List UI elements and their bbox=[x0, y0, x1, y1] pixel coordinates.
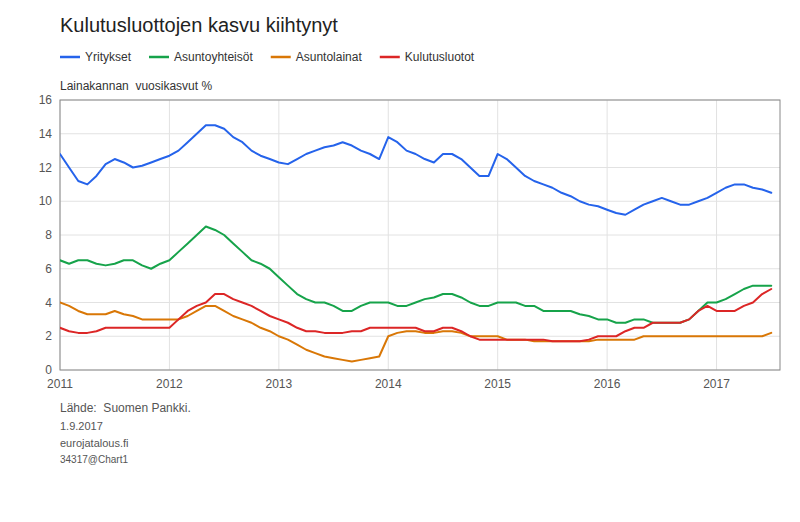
series-line bbox=[60, 289, 771, 341]
x-tick-label: 2015 bbox=[484, 377, 511, 391]
y-grid-line bbox=[60, 167, 780, 168]
legend: Yritykset Asuntoyhteisöt Asuntolainat Kulut… bbox=[60, 50, 475, 64]
legend-label: Kulutusluotot bbox=[405, 50, 475, 64]
series-line bbox=[60, 303, 771, 362]
title: Kulutusluottojen kasvu kiihtynyt bbox=[60, 14, 338, 36]
annotation: 34317@Chart1 bbox=[60, 454, 128, 465]
x-grid-line bbox=[278, 100, 279, 370]
y-grid-line bbox=[60, 133, 780, 134]
x-tick-label: 2014 bbox=[375, 377, 402, 391]
grid bbox=[60, 100, 780, 370]
y-tick-label: 16 bbox=[39, 93, 53, 107]
legend-swatch bbox=[60, 56, 80, 59]
x-grid-line bbox=[607, 100, 608, 370]
legend-label: Yritykset bbox=[85, 50, 132, 64]
plot-frame bbox=[60, 100, 780, 370]
legend-label: Asuntolainat bbox=[296, 50, 363, 64]
x-tick-label: 2017 bbox=[703, 377, 730, 391]
y-tick-label: 14 bbox=[39, 127, 53, 141]
annotation: Lähde: Suomen Pankki. bbox=[60, 401, 191, 415]
x-grid-line bbox=[497, 100, 498, 370]
y-tick-label: 0 bbox=[45, 363, 52, 377]
x-grid-line bbox=[716, 100, 717, 370]
y-grid-line bbox=[60, 268, 780, 269]
y-tick-label: 12 bbox=[39, 161, 53, 175]
chart: Kulutusluottojen kasvu kiihtynyt Yritykse… bbox=[0, 0, 800, 522]
y-grid-line bbox=[60, 302, 780, 303]
x-tick-label: 2011 bbox=[47, 377, 73, 391]
legend-swatch bbox=[380, 56, 400, 59]
series-line bbox=[60, 227, 771, 323]
y-tick-label: 6 bbox=[45, 262, 52, 276]
x-grid-line bbox=[169, 100, 170, 370]
x-tick-label: 2012 bbox=[156, 377, 183, 391]
legend-swatch bbox=[149, 56, 169, 59]
x-tick-label: 2013 bbox=[265, 377, 292, 391]
y-tick-label: 8 bbox=[45, 228, 52, 242]
legend-label: Asuntoyhteisöt bbox=[174, 50, 253, 64]
legend-swatch bbox=[271, 56, 291, 59]
lines bbox=[60, 125, 771, 361]
y-tick-label: 4 bbox=[45, 296, 52, 310]
y-grid-line bbox=[60, 235, 780, 236]
y-tick-label: 10 bbox=[39, 194, 53, 208]
y-tick-label: 2 bbox=[45, 329, 52, 343]
series-line bbox=[60, 125, 771, 214]
y-axis-label: Lainakannan vuosikasvut % bbox=[60, 79, 212, 93]
x-tick-label: 2016 bbox=[594, 377, 621, 391]
annotation: eurojatalous.fi bbox=[60, 437, 129, 449]
annotation: 1.9.2017 bbox=[60, 420, 103, 432]
